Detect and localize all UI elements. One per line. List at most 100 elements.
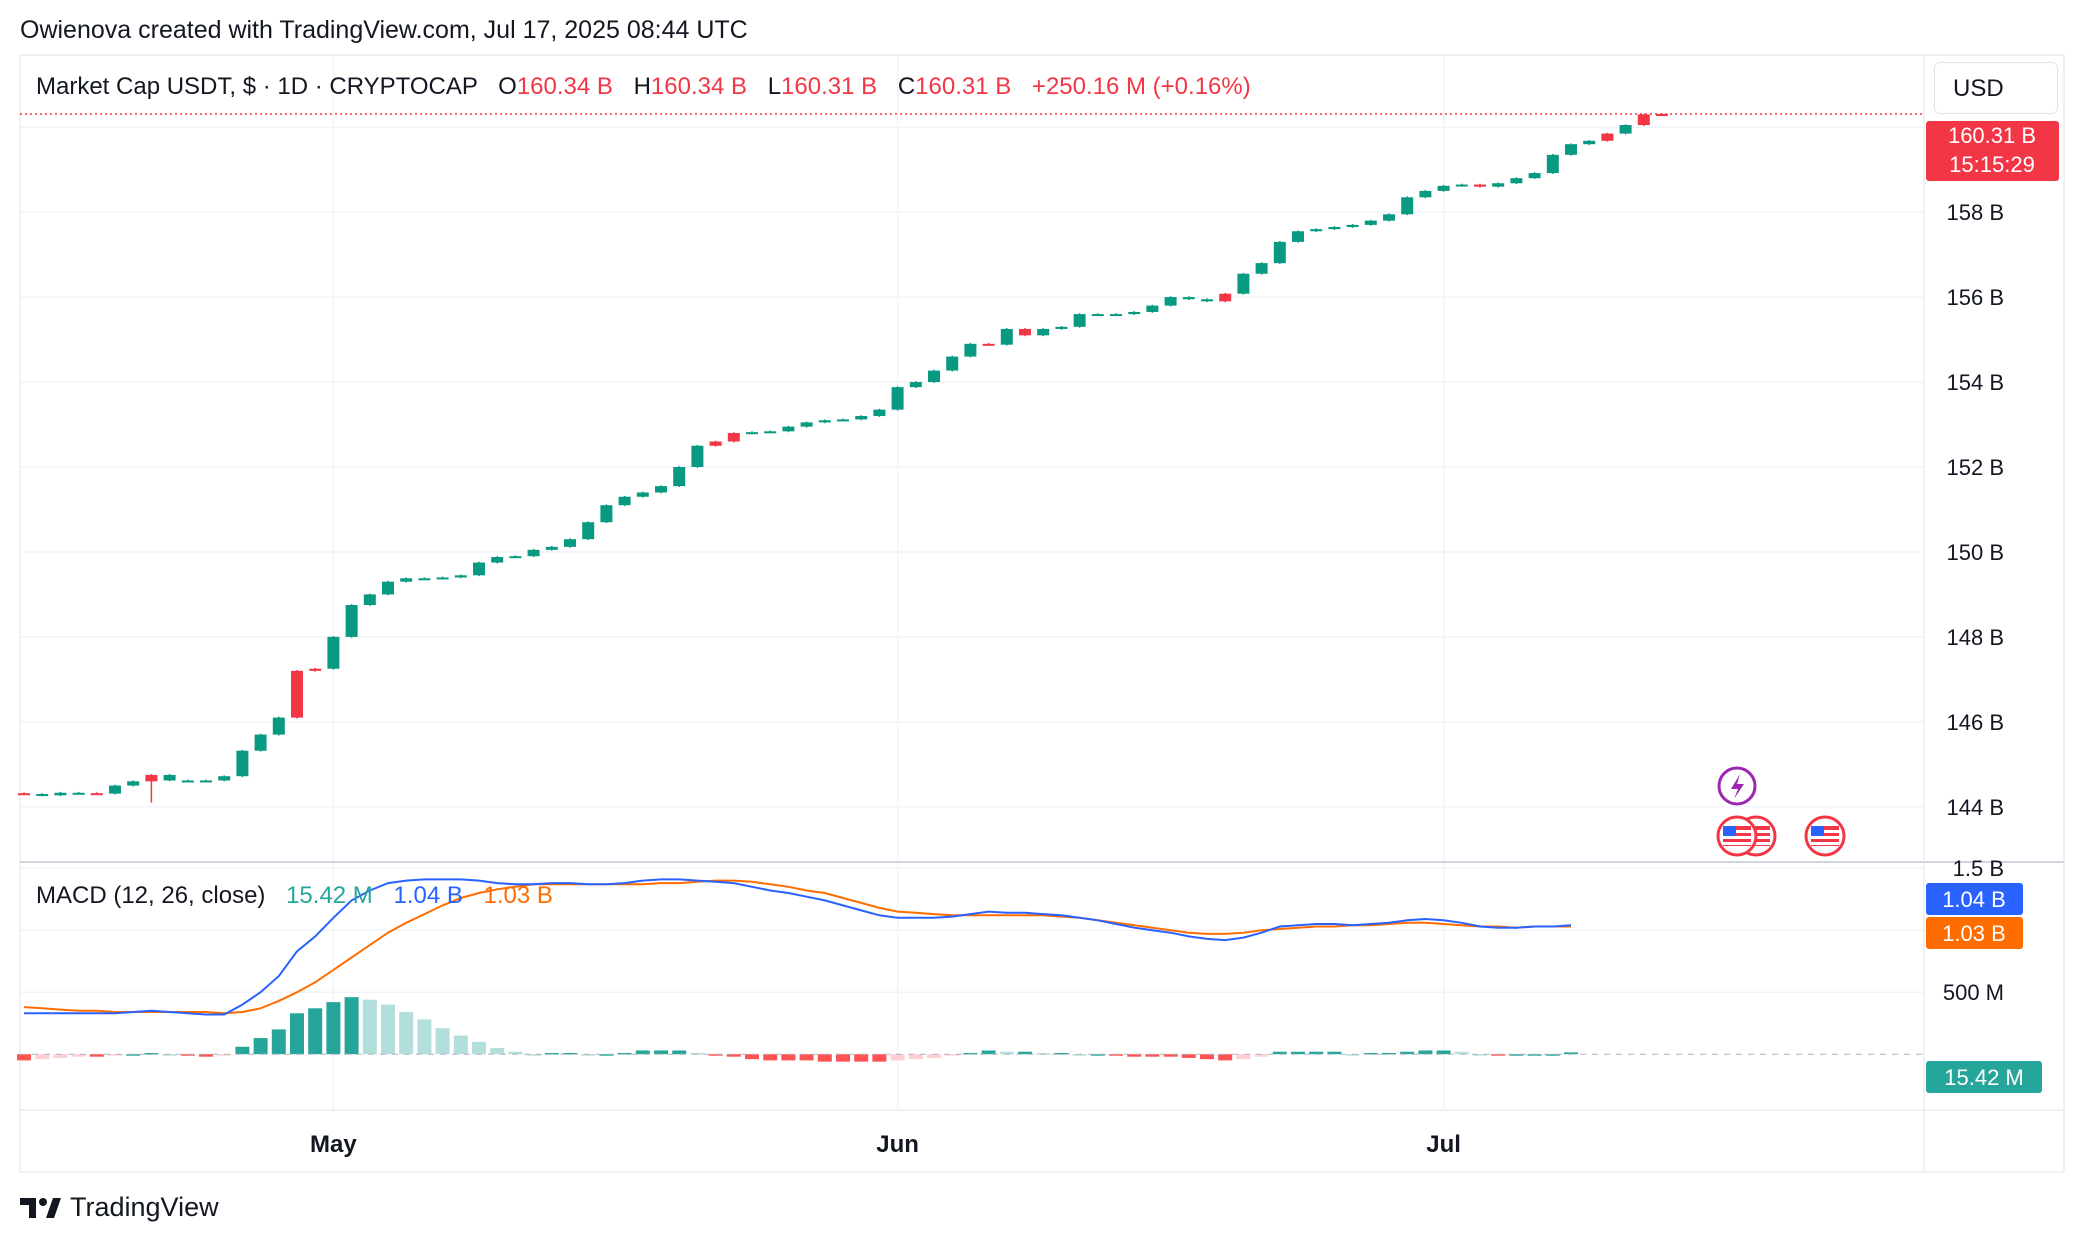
tradingview-logo-icon <box>20 1197 61 1218</box>
hist-bar <box>472 1041 486 1055</box>
candle <box>254 733 267 752</box>
candle-body <box>600 505 613 523</box>
us-flag-icon[interactable] <box>1716 815 1758 857</box>
signal-tag: 1.03 B <box>1926 917 2023 949</box>
candle-body <box>1164 297 1177 306</box>
candle <box>509 555 522 559</box>
candle-body <box>72 792 85 795</box>
low-value: 160.31 B <box>781 73 877 100</box>
price-tag: 160.31 B 15:15:29 <box>1926 121 2059 181</box>
hist-bar <box>1291 1051 1305 1055</box>
candle-body <box>418 578 431 581</box>
hist-bar <box>635 1050 650 1055</box>
hist-bar <box>417 1019 432 1055</box>
hist-tag-value: 15.42 M <box>1944 1065 2024 1090</box>
candle <box>1201 298 1213 303</box>
hist-bar <box>563 1052 577 1055</box>
candle <box>709 440 722 447</box>
candle-body <box>163 774 176 781</box>
candle <box>1419 190 1432 199</box>
candle <box>837 418 849 422</box>
candle-body <box>1000 328 1013 345</box>
hist-bar <box>1127 1054 1142 1057</box>
candle <box>982 342 995 346</box>
hist-bar <box>199 1054 213 1057</box>
price-tick-label: 156 B <box>1947 285 2005 310</box>
candle-body <box>1619 125 1632 134</box>
candle-body <box>746 432 758 435</box>
candle <box>1346 224 1359 228</box>
candle-body <box>1455 184 1468 187</box>
candle-body <box>382 581 394 595</box>
candle-body <box>818 420 831 423</box>
candle-body <box>473 562 485 576</box>
candle-body <box>582 522 595 540</box>
candle-body <box>254 734 267 751</box>
candle-body <box>1401 197 1414 215</box>
hist-bar <box>1090 1054 1105 1056</box>
hist-bar <box>1545 1054 1560 1056</box>
hist-bar <box>290 1013 304 1055</box>
candle-body <box>1110 314 1122 317</box>
hist-bar <box>872 1054 887 1062</box>
candle <box>109 784 121 795</box>
hist-bar <box>781 1054 796 1061</box>
candle-body <box>18 793 30 796</box>
us-flag-icon[interactable] <box>1804 815 1846 857</box>
macd-title: MACD (12, 26, close) <box>36 882 265 909</box>
hist-bar <box>1491 1054 1506 1056</box>
candle-body <box>618 496 631 506</box>
hist-bar <box>435 1028 450 1055</box>
lightning-icon[interactable] <box>1717 766 1757 806</box>
candle <box>127 780 140 787</box>
candle-body <box>145 774 158 782</box>
candle <box>218 775 231 782</box>
candle <box>928 369 940 383</box>
macd-legend-row: MACD (12, 26, close) 15.42 M 1.04 B 1.03… <box>36 882 553 909</box>
hist-bar <box>1272 1051 1287 1055</box>
candle <box>400 577 413 583</box>
candle-body <box>673 466 686 487</box>
event-markers[interactable] <box>1716 766 1846 857</box>
candle <box>181 779 194 783</box>
macd-tick-label: 1.5 B <box>1953 856 2004 881</box>
time-tick-label: May <box>310 1131 357 1158</box>
hist-bar <box>108 1054 122 1056</box>
candle-body <box>1583 140 1596 145</box>
candle <box>691 444 704 468</box>
candle <box>964 342 977 358</box>
price-tick-label: 154 B <box>1947 370 2005 395</box>
candle-body <box>1201 299 1213 302</box>
candle <box>909 381 922 388</box>
hist-bar <box>672 1050 687 1055</box>
candle <box>1364 219 1377 226</box>
candle <box>1492 182 1505 188</box>
candle <box>1110 313 1122 317</box>
candle-body <box>1037 328 1050 336</box>
candle-body <box>90 793 103 796</box>
high-label: H <box>634 73 651 100</box>
candle-body <box>691 445 704 467</box>
candle-body <box>109 785 121 794</box>
price-tag-value: 160.31 B <box>1948 123 2036 148</box>
candle <box>1401 196 1414 216</box>
candle-body <box>1383 214 1395 221</box>
grid <box>20 55 1924 1110</box>
candle-body <box>1492 183 1505 187</box>
macd-tick-label: 500 M <box>1943 980 2004 1005</box>
candle <box>1019 328 1031 337</box>
price-tick-label: 148 B <box>1947 625 2005 650</box>
hist-bar <box>708 1054 723 1056</box>
hist-bar <box>162 1054 177 1056</box>
candle <box>1510 177 1523 185</box>
candle-body <box>1219 293 1232 302</box>
candle <box>36 793 49 797</box>
hist-bar <box>1145 1054 1160 1057</box>
candle <box>1037 328 1050 337</box>
candle <box>18 792 30 796</box>
candle <box>818 419 831 424</box>
currency-button[interactable]: USD <box>1934 62 2058 114</box>
candle-body <box>982 343 995 346</box>
candle-body <box>1419 190 1432 198</box>
